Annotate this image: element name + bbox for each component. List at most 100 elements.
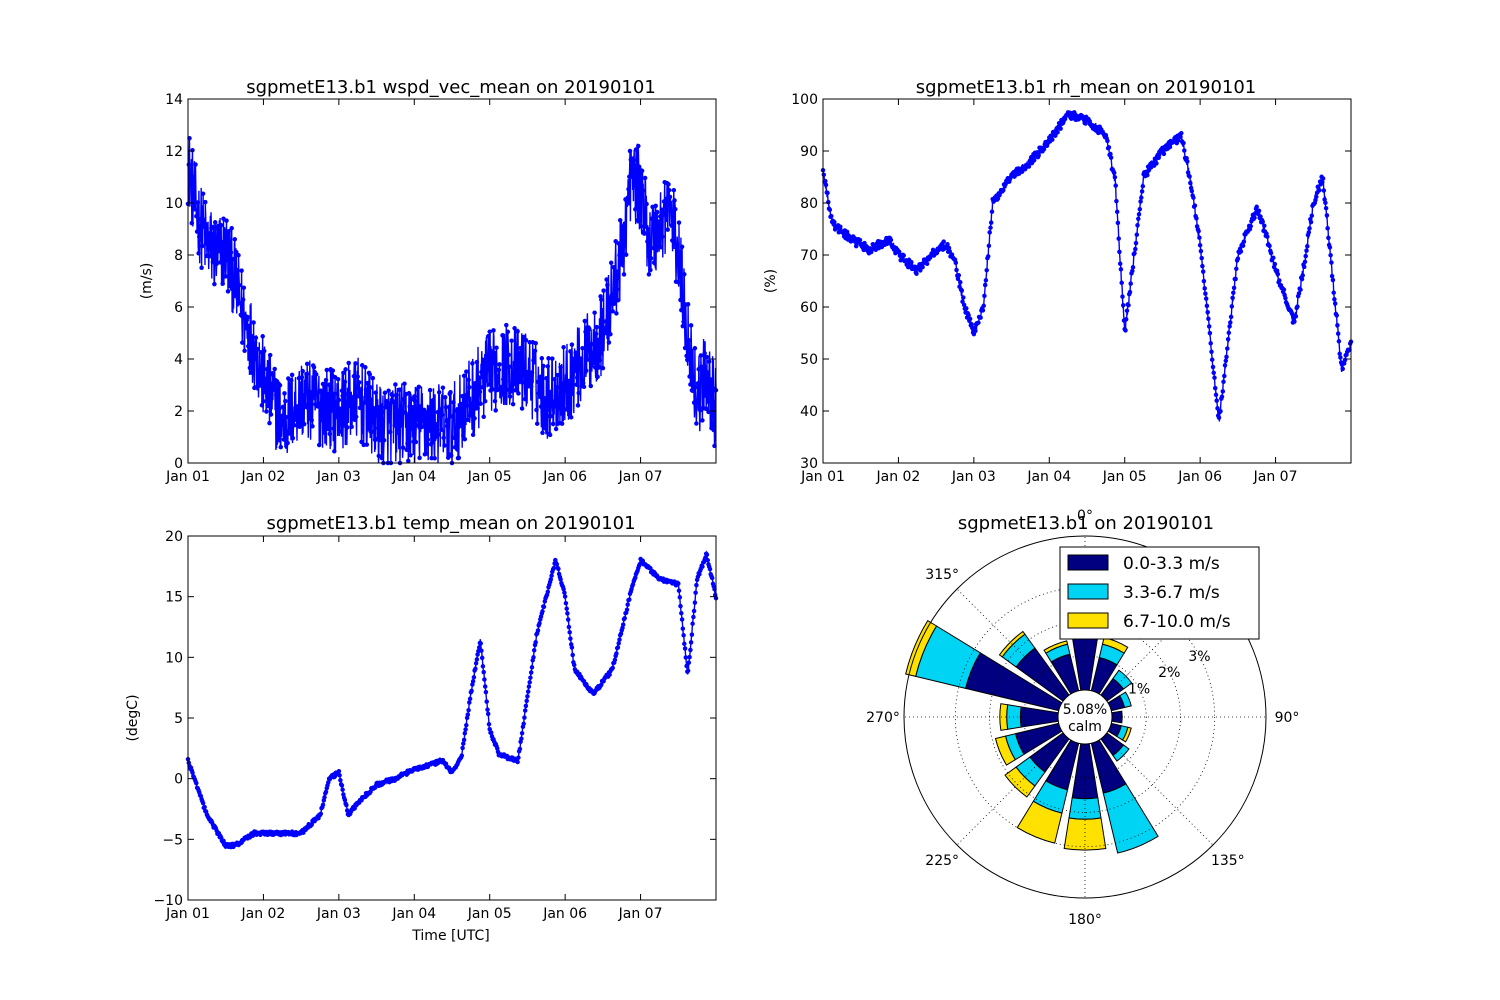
x-tick-label: Jan 03 [951, 469, 996, 485]
rose-bar [1121, 726, 1132, 743]
humidity-axes: Jan 01 Jan 02 Jan 03 Jan 04 Jan 05 Jan 06 Jan … [791, 92, 1352, 485]
rose-bar [905, 619, 938, 677]
y-tick-label: 40 [800, 404, 818, 420]
legend-label: 0.0-3.3 m/s [1123, 554, 1220, 574]
x-tick-label: Jan 04 [1026, 469, 1071, 485]
y-tick-label: 30 [800, 456, 818, 472]
y-tick-label: 5 [174, 711, 183, 727]
radial-gridline [954, 586, 1216, 848]
legend-swatch [1067, 612, 1109, 629]
angular-gridline [956, 588, 1067, 699]
wind-rose-title: sgpmetE13.b1 on 20190101 [958, 513, 1214, 534]
calm-percent-label: 5.08% [1063, 702, 1107, 718]
y-tick-label: 100 [791, 92, 818, 108]
radial-tick-label: 2% [1158, 665, 1180, 681]
rose-bar [1112, 744, 1130, 762]
rose-bar [1016, 800, 1063, 844]
rose-bar [999, 703, 1009, 731]
temperature-ylabel: (degC) [125, 694, 141, 741]
rose-outer-circle [903, 535, 1267, 899]
legend-swatch [1067, 583, 1109, 600]
rose-bar [1043, 640, 1069, 654]
rose-bar [994, 735, 1016, 766]
x-tick-label: Jan 07 [1253, 469, 1298, 485]
y-tick-label: 20 [165, 529, 183, 545]
rose-bar [1063, 817, 1107, 851]
wind-speed-panel: sgpmetE13.b1 wspd_vec_mean on 20190101 (… [139, 77, 719, 485]
wind-speed-title: sgpmetE13.b1 wspd_vec_mean on 20190101 [246, 77, 656, 98]
y-tick-label: −5 [162, 832, 183, 848]
temperature-axes: Jan 01 Jan 02 Jan 03 Jan 04 Jan 05 Jan 06 Jan … [153, 529, 717, 922]
direction-label: 270° [866, 710, 900, 726]
rose-bar [1102, 783, 1159, 854]
y-tick-label: 10 [165, 650, 183, 666]
temperature-xlabel: Time [UTC] [411, 928, 489, 944]
x-tick-label: Jan 02 [240, 906, 285, 922]
y-tick-label: 70 [800, 248, 818, 264]
legend-label: 3.3-6.7 m/s [1123, 583, 1220, 603]
rose-bar [998, 630, 1026, 658]
y-tick-label: 90 [800, 144, 818, 160]
direction-label: 135° [1211, 853, 1245, 869]
x-tick-label: Jan 02 [240, 469, 285, 485]
legend-swatch [1067, 554, 1109, 571]
y-tick-label: 12 [165, 144, 183, 160]
legend-label: 6.7-10.0 m/s [1123, 612, 1231, 632]
x-tick-label: Jan 06 [542, 906, 587, 922]
direction-label: 225° [925, 853, 959, 869]
radial-tick-label: 1% [1128, 681, 1150, 697]
x-tick-label: Jan 05 [1102, 469, 1147, 485]
angular-gridline [1103, 735, 1214, 846]
y-tick-label: 60 [800, 300, 818, 316]
rose-bar [1119, 691, 1132, 709]
y-tick-label: 14 [165, 92, 183, 108]
x-tick-label: Jan 06 [542, 469, 587, 485]
angular-gridline [956, 735, 1067, 846]
calm-label: calm [1068, 719, 1102, 735]
x-tick-label: Jan 05 [467, 469, 512, 485]
x-tick-label: Jan 05 [467, 906, 512, 922]
y-tick-label: 10 [165, 196, 183, 212]
y-tick-label: −10 [153, 893, 183, 909]
wind-rose-plot: 1%2%3%0°45°90°135°180°225°270°315°5.08%c… [866, 508, 1299, 928]
temperature-panel: sgpmetE13.b1 temp_mean on 20190101 (degC… [125, 513, 719, 944]
x-tick-label: Jan 01 [800, 469, 845, 485]
x-tick-label: Jan 01 [165, 469, 210, 485]
humidity-ylabel: (%) [763, 269, 779, 293]
direction-label: 180° [1068, 912, 1102, 928]
y-tick-label: 8 [174, 248, 183, 264]
wind-rose-legend: 0.0-3.3 m/s 3.3-6.7 m/s 6.7-10.0 m/s [1059, 546, 1260, 640]
calm-circle [1057, 689, 1113, 745]
y-tick-label: 80 [800, 196, 818, 212]
humidity-panel: sgpmetE13.b1 rh_mean on 20190101 (%) Jan… [763, 77, 1354, 485]
y-tick-label: 6 [174, 300, 183, 316]
wind-speed-axes: Jan 01 Jan 02 Jan 03 Jan 04 Jan 05 Jan 06 Jan … [165, 92, 717, 485]
x-tick-label: Jan 03 [316, 469, 361, 485]
wind-speed-ylabel: (m/s) [139, 263, 155, 300]
radial-tick-label: 3% [1188, 649, 1210, 665]
x-tick-label: Jan 07 [618, 906, 663, 922]
humidity-marks [820, 110, 1354, 422]
x-tick-label: Jan 06 [1177, 469, 1222, 485]
x-tick-label: Jan 02 [875, 469, 920, 485]
temperature-title: sgpmetE13.b1 temp_mean on 20190101 [266, 513, 635, 534]
x-tick-label: Jan 04 [391, 906, 436, 922]
x-tick-label: Jan 04 [391, 469, 436, 485]
y-tick-label: 50 [800, 352, 818, 368]
plot-frame [187, 98, 717, 464]
wind-rose-panel: sgpmetE13.b1 on 20190101 1%2%3%0°45°90°1… [866, 508, 1299, 928]
radial-gridline [1023, 655, 1147, 779]
x-tick-label: Jan 03 [316, 906, 361, 922]
y-tick-label: 15 [165, 590, 183, 606]
y-tick-label: 2 [174, 404, 183, 420]
x-tick-label: Jan 07 [618, 469, 663, 485]
direction-label: 90° [1275, 710, 1300, 726]
x-tick-label: Jan 01 [165, 906, 210, 922]
humidity-title: sgpmetE13.b1 rh_mean on 20190101 [916, 77, 1257, 98]
direction-label: 315° [925, 567, 959, 583]
rose-bar [1112, 669, 1133, 690]
y-tick-label: 0 [174, 772, 183, 788]
direction-label: 0° [1077, 508, 1093, 524]
y-tick-label: 4 [174, 352, 183, 368]
